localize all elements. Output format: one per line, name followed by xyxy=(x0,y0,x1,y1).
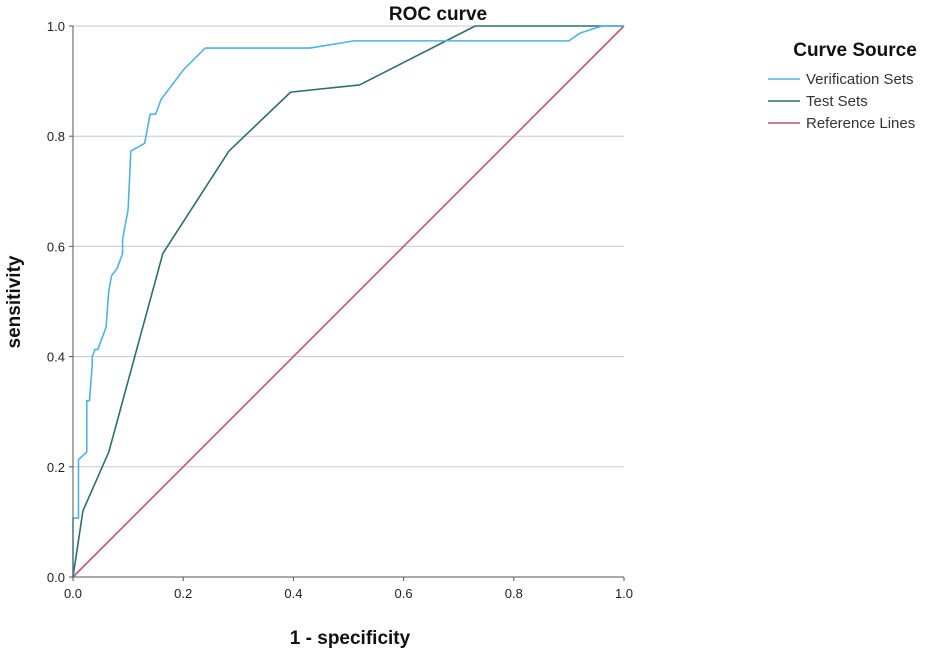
x-tick-label: 0.2 xyxy=(174,586,192,601)
y-tick-label: 0.8 xyxy=(47,129,65,144)
x-tick-label: 1.0 xyxy=(615,586,633,601)
x-tick-label: 0.4 xyxy=(284,586,302,601)
legend-title: Curve Source xyxy=(793,40,917,61)
y-tick-label: 0.4 xyxy=(47,350,65,365)
legend-label: Test Sets xyxy=(806,93,868,110)
axes: 0.0 0.2 0.4 0.6 0.8 1.0 0.0 0.2 0.4 0.6 0.8 1.0 xyxy=(47,19,633,601)
legend-item: Test Sets xyxy=(768,93,868,110)
chart-title: ROC curve xyxy=(389,4,487,25)
legend-item: Reference Lines xyxy=(768,115,915,132)
y-tick-label: 1.0 xyxy=(47,19,65,34)
y-tick-label: 0.6 xyxy=(47,239,65,254)
legend: Curve Source Verification Sets Test Sets R… xyxy=(768,40,917,132)
x-axis-title: 1 - specificity xyxy=(290,628,411,649)
grid-lines xyxy=(73,25,624,468)
legend-label: Verification Sets xyxy=(806,71,914,88)
test-sets-line xyxy=(72,25,624,578)
series-lines xyxy=(72,25,625,578)
legend-item: Verification Sets xyxy=(768,71,914,88)
x-tick-label: 0.6 xyxy=(395,586,413,601)
y-axis-title: sensitivity xyxy=(4,255,25,348)
verification-sets-line xyxy=(72,25,624,577)
y-tick-label: 0.2 xyxy=(47,460,65,475)
y-tick-label: 0.0 xyxy=(47,570,65,585)
x-tick-label: 0.0 xyxy=(64,586,82,601)
reference-lines-line xyxy=(72,25,625,578)
x-tick-label: 0.8 xyxy=(505,586,523,601)
legend-label: Reference Lines xyxy=(806,115,915,132)
